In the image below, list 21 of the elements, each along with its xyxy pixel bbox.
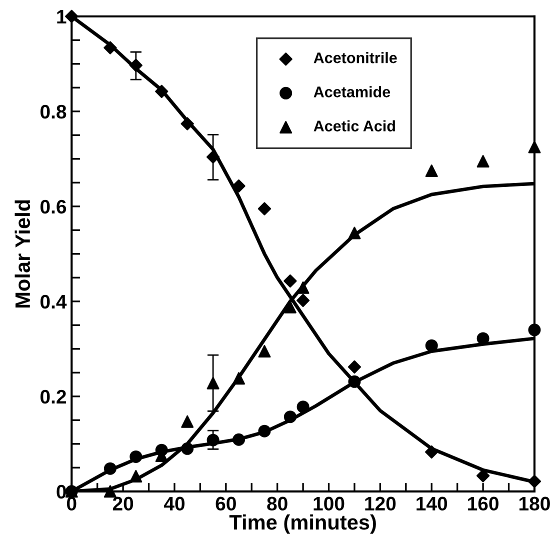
y-tick-label: 0.4 [40, 294, 67, 309]
x-tick-label: 60 [216, 496, 236, 511]
y-tick-label: 0.2 [40, 390, 66, 404]
y-tick-label: 0.8 [40, 104, 66, 119]
y-tick-label: 0.6 [40, 200, 66, 214]
x-tick-label: 0 [66, 496, 76, 511]
legend-label: Acetamide [314, 86, 390, 98]
x-tick-label: 140 [416, 496, 448, 511]
y-tick-label: 0 [56, 484, 66, 499]
x-tick-label: 80 [267, 496, 288, 511]
y-tick-label: 1 [57, 10, 66, 24]
legend-label: Acetic Acid [314, 120, 395, 132]
x-tick-label: 120 [365, 496, 396, 511]
y-axis-title: Molar Yield [14, 200, 30, 308]
x-tick-label: 160 [468, 496, 498, 511]
legend-label: Acetonitrile [314, 52, 397, 64]
x-tick-label: 40 [164, 496, 184, 511]
x-tick-label: 100 [314, 496, 344, 511]
x-tick-label: 180 [519, 496, 550, 511]
x-tick-label: 20 [112, 496, 134, 511]
x-axis-title: Time (minutes) [229, 514, 376, 534]
